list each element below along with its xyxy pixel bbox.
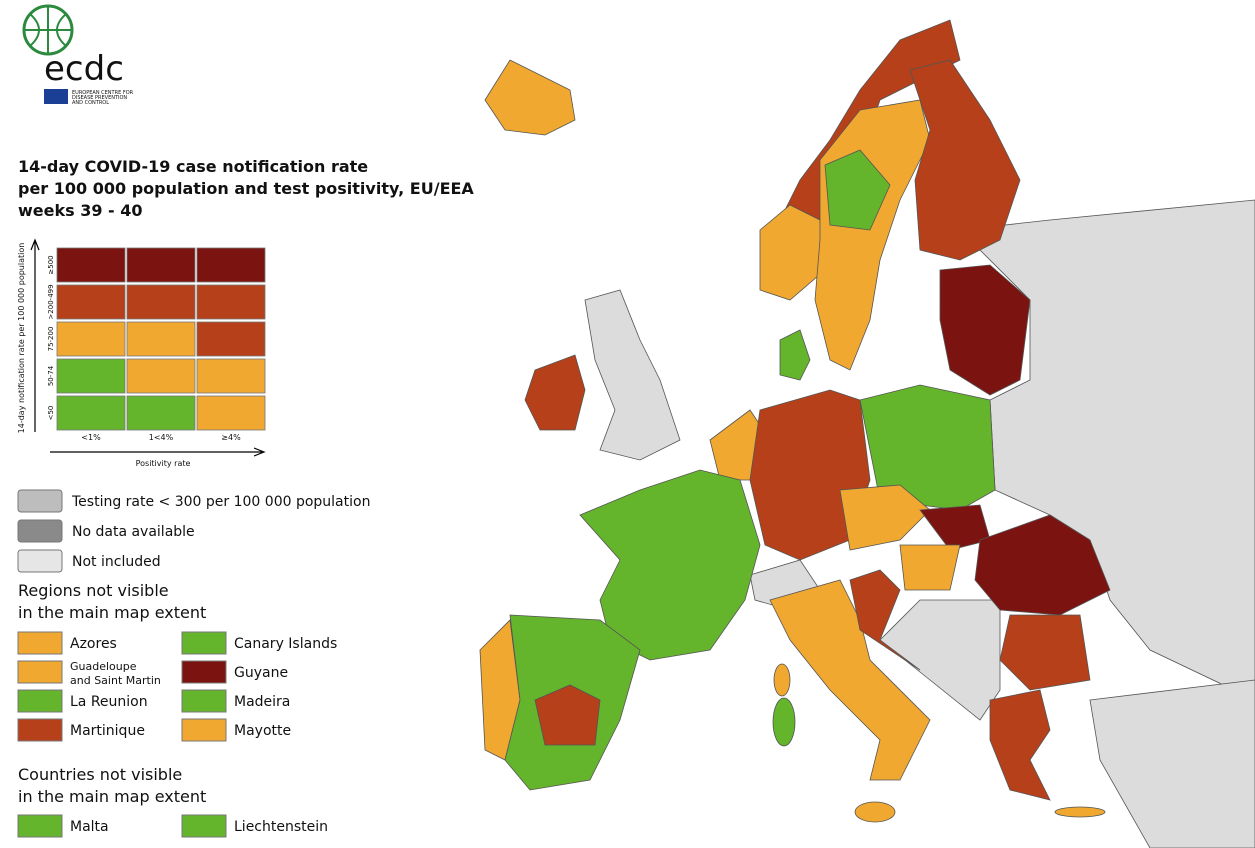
- non-eu-turkey: [1089, 679, 1255, 848]
- region-label: Guyane: [234, 665, 288, 681]
- matrix-cell: [126, 395, 196, 431]
- region-swatch: [181, 689, 227, 713]
- norway-south: [759, 204, 826, 301]
- matrix-cell: [56, 358, 126, 394]
- region-label: Azores: [70, 636, 117, 652]
- region-swatch: [17, 660, 63, 684]
- region-swatch: [181, 631, 227, 655]
- spain-madrid: [534, 684, 601, 746]
- matrix-cell: [126, 358, 196, 394]
- section-title: Countries not visible: [18, 765, 182, 784]
- y-arrow: [30, 238, 40, 432]
- row-label: <50: [47, 406, 55, 421]
- region-label: Canary Islands: [234, 636, 337, 652]
- column-label: 1<4%: [149, 433, 174, 442]
- sweden-green: [824, 149, 891, 231]
- matrix-cell: [56, 395, 126, 431]
- region-label: La Reunion: [70, 694, 148, 710]
- logo-globe-lines: [24, 6, 72, 54]
- matrix-cell: [196, 247, 266, 283]
- section-title: in the main map extent: [18, 787, 206, 806]
- matrix-cell: [126, 284, 196, 320]
- legend-swatch: [17, 519, 63, 543]
- sicily: [854, 801, 896, 823]
- sardinia: [772, 697, 796, 747]
- map: [479, 19, 1255, 848]
- matrix-cell: [56, 321, 126, 357]
- column-label: <1%: [81, 433, 101, 442]
- region-swatch: [17, 718, 63, 742]
- matrix-cell: [196, 395, 266, 431]
- logo-subtitle: DISEASE PREVENTION: [72, 95, 127, 101]
- section-title: in the main map extent: [18, 603, 206, 622]
- row-label: 50-74: [47, 365, 55, 386]
- iceland: [484, 59, 576, 136]
- x-arrow: [50, 447, 266, 457]
- non-eu-uk: [584, 289, 681, 461]
- x-axis-title: Positivity rate: [136, 459, 191, 468]
- country-label: Liechtenstein: [234, 819, 328, 835]
- corsica: [773, 663, 791, 697]
- region-label: Madeira: [234, 694, 290, 710]
- column-label: ≥4%: [221, 433, 241, 442]
- matrix-cell: [126, 247, 196, 283]
- country-swatch: [181, 814, 227, 838]
- region-label: Mayotte: [234, 723, 291, 739]
- baltics: [939, 264, 1031, 396]
- title-line: per 100 000 population and test positivi…: [18, 179, 474, 198]
- row-label: >200-499: [47, 284, 55, 319]
- row-label: 75-200: [47, 327, 55, 352]
- title-line: weeks 39 - 40: [18, 201, 143, 220]
- region-swatch: [181, 718, 227, 742]
- matrix-cell: [196, 358, 266, 394]
- bulgaria: [999, 614, 1091, 691]
- logo-text: ecdc: [44, 49, 124, 89]
- region-label: Guadeloupe and Saint Martin: [70, 660, 161, 687]
- legend-swatch: [17, 549, 63, 573]
- non-eu-east: [959, 199, 1255, 701]
- matrix-cell: [196, 284, 266, 320]
- romania: [974, 514, 1111, 616]
- y-axis-title: 14-day notification rate per 100 000 pop…: [17, 243, 26, 434]
- region-swatch: [17, 689, 63, 713]
- eu-flag: [44, 89, 68, 104]
- legend-label: No data available: [72, 524, 195, 540]
- country-swatch: [17, 814, 63, 838]
- logo-subtitle: AND CONTROL: [72, 100, 109, 106]
- denmark: [779, 329, 811, 381]
- matrix-cell: [196, 321, 266, 357]
- legend-label: Testing rate < 300 per 100 000 populatio…: [71, 494, 370, 510]
- non-eu-balkans: [879, 599, 1001, 721]
- region-label: Martinique: [70, 723, 145, 739]
- slovenia-croatia: [849, 569, 921, 671]
- country-label: Malta: [70, 819, 109, 835]
- hungary: [899, 544, 961, 591]
- title-line: 14-day COVID-19 case notification rate: [18, 157, 368, 176]
- france: [579, 469, 761, 661]
- greece: [989, 689, 1051, 801]
- czechia-austria: [839, 484, 931, 551]
- row-label: ≥500: [47, 255, 55, 274]
- matrix-cell: [56, 247, 126, 283]
- legend-swatch: [17, 489, 63, 513]
- logo-subtitle: EUROPEAN CENTRE FOR: [72, 90, 134, 96]
- section-title: Regions not visible: [18, 581, 169, 600]
- legend-label: Not included: [72, 554, 161, 570]
- italy: [769, 579, 931, 781]
- finland: [909, 59, 1021, 261]
- matrix-cell: [126, 321, 196, 357]
- ireland: [524, 354, 586, 431]
- region-swatch: [17, 631, 63, 655]
- region-swatch: [181, 660, 227, 684]
- crete: [1054, 806, 1106, 818]
- matrix-cell: [56, 284, 126, 320]
